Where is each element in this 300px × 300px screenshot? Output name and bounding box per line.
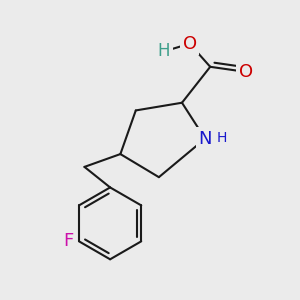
Text: O: O [183,35,197,53]
Text: H: H [216,131,227,145]
Text: O: O [239,63,253,81]
Text: N: N [198,130,212,148]
Text: F: F [64,232,74,250]
Text: H: H [158,42,170,60]
